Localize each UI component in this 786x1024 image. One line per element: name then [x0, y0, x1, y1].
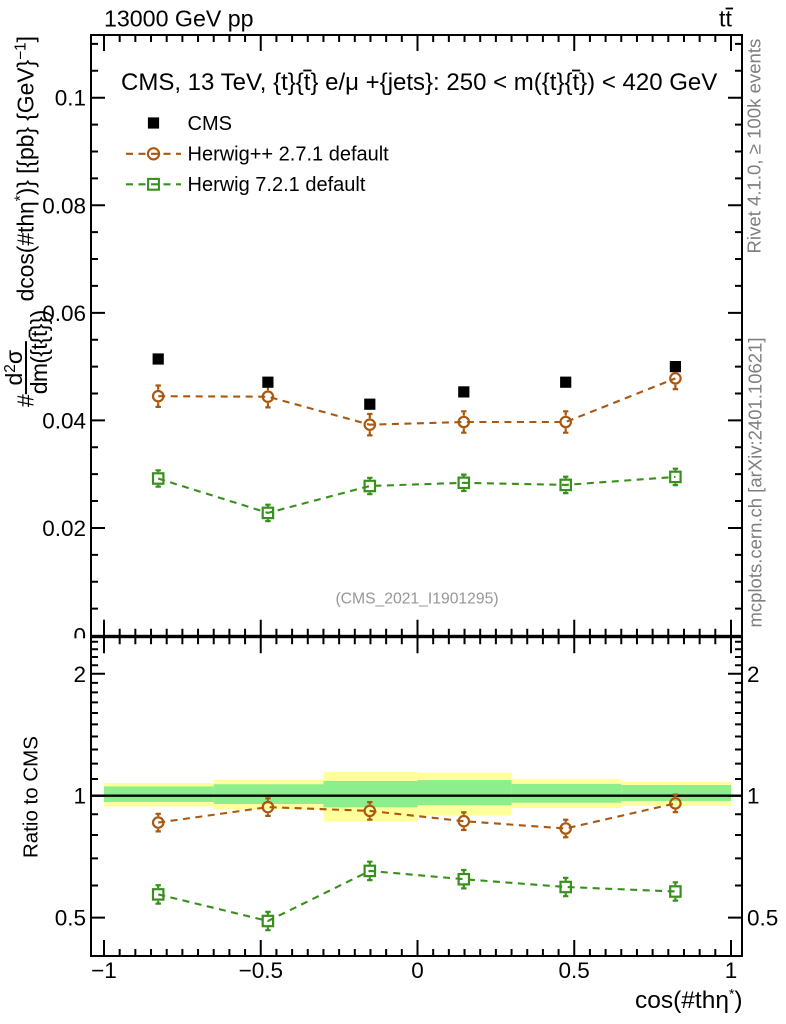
svg-text:Herwig++ 2.7.1 default: Herwig++ 2.7.1 default	[188, 144, 390, 166]
svg-text:mcplots.cern.ch [arXiv:2401.10: mcplots.cern.ch [arXiv:2401.10621]	[745, 338, 766, 628]
svg-text:d2σ: d2σ	[1, 350, 27, 386]
svg-text:(CMS_2021_I1901295): (CMS_2021_I1901295)	[335, 591, 498, 608]
svg-text:CMS, 13 TeV, {t}{t} e/μ +{jets: CMS, 13 TeV, {t}{t} e/μ +{jets}: 250 < m…	[121, 69, 717, 96]
svg-text:0.5: 0.5	[559, 958, 590, 983]
svg-text:0.5: 0.5	[55, 906, 86, 931]
svg-text:0: 0	[411, 958, 424, 983]
svg-text:13000 GeV pp: 13000 GeV pp	[104, 6, 254, 32]
svg-text:tt: tt	[719, 6, 732, 32]
svg-text:Rivet 4.1.0, ≥ 100k events: Rivet 4.1.0, ≥ 100k events	[744, 39, 765, 254]
svg-text:−1: −1	[91, 958, 117, 983]
svg-text:1: 1	[73, 784, 86, 809]
svg-text:cos(#thη*): cos(#thη*)	[635, 986, 743, 1015]
svg-text:2: 2	[73, 662, 86, 687]
svg-text:Ratio to CMS: Ratio to CMS	[20, 736, 43, 858]
svg-text:0.02: 0.02	[42, 516, 86, 541]
svg-text:CMS: CMS	[188, 113, 232, 135]
svg-text:0.1: 0.1	[55, 86, 86, 111]
svg-text:dcos(#thη*)} [{pb} {GeV}−1]: dcos(#thη*)} [{pb} {GeV}−1]	[13, 36, 39, 301]
svg-text:0.04: 0.04	[42, 408, 86, 433]
svg-text:#: #	[13, 394, 39, 407]
svg-text:−0.5: −0.5	[239, 958, 283, 983]
svg-text:dm({t{t}}): dm({t{t}})	[26, 310, 52, 394]
svg-text:0.06: 0.06	[42, 301, 86, 326]
svg-text:2: 2	[747, 662, 760, 687]
svg-text:1: 1	[725, 958, 738, 983]
svg-text:0.08: 0.08	[42, 193, 86, 218]
svg-text:1: 1	[747, 784, 760, 809]
svg-text:Herwig 7.2.1 default: Herwig 7.2.1 default	[188, 174, 366, 196]
svg-text:0.5: 0.5	[747, 906, 778, 931]
